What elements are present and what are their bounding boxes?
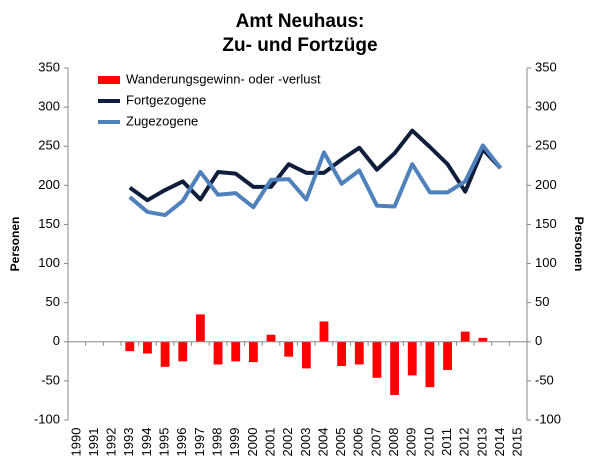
y2-tick-label: 50 — [535, 294, 549, 309]
bar — [425, 341, 435, 388]
y-tick-label: 200 — [38, 177, 60, 192]
y2-axis-label: Personen — [572, 217, 586, 272]
x-tick-label: 1995 — [157, 428, 172, 457]
x-tick-label: 2009 — [404, 428, 419, 457]
y2-tick-label: 200 — [535, 177, 557, 192]
x-tick-label: 2004 — [315, 428, 330, 457]
bar — [372, 341, 382, 378]
x-tick-label: 2010 — [421, 428, 436, 457]
x-tick-label: 1997 — [192, 428, 207, 457]
bar — [443, 341, 452, 370]
y2-tick-label: 350 — [535, 59, 557, 74]
legend-label: Wanderungsgewinn- oder -verlust — [126, 71, 321, 86]
y-tick-label: 250 — [38, 138, 60, 153]
x-tick-label: 1992 — [104, 428, 119, 457]
x-tick-label: 2012 — [457, 428, 472, 457]
x-tick-label: 1999 — [227, 428, 242, 457]
y2-tick-label: 150 — [535, 216, 557, 231]
x-tick-label: 2008 — [386, 428, 401, 457]
line — [128, 128, 502, 203]
x-tick-label: 1993 — [121, 428, 136, 457]
y-tick-label: 100 — [38, 255, 60, 270]
line — [128, 143, 503, 218]
x-tick-label: 2007 — [368, 428, 383, 457]
bar — [354, 341, 364, 365]
legend-label: Zugezogene — [126, 113, 198, 128]
x-tick-label: 2006 — [351, 428, 366, 457]
y-tick-label: 150 — [38, 216, 60, 231]
bar — [160, 341, 170, 367]
x-tick-label: 2003 — [298, 428, 313, 457]
y2-tick-label: -50 — [535, 372, 554, 387]
bar — [213, 341, 223, 365]
x-tick-label: 2015 — [510, 428, 525, 457]
x-tick-label: 2013 — [474, 428, 489, 457]
x-tick-label: 1990 — [68, 428, 83, 457]
x-tick-label: 2014 — [492, 428, 507, 457]
y2-tick-label: 250 — [535, 138, 557, 153]
bar — [301, 341, 311, 369]
y2-tick-label: 100 — [535, 255, 557, 270]
y2-tick-label: -100 — [535, 411, 561, 426]
x-tick-label: 2002 — [280, 428, 295, 457]
bar — [266, 334, 276, 342]
bar — [143, 341, 152, 354]
bar — [478, 337, 488, 342]
y-tick-label: -100 — [34, 411, 60, 426]
bar — [390, 341, 400, 395]
y-tick-label: -50 — [41, 372, 60, 387]
x-tick-label: 2005 — [333, 428, 348, 457]
y-tick-label: 300 — [38, 99, 60, 114]
y2-tick-label: 0 — [535, 333, 542, 348]
bar — [195, 314, 205, 342]
bar — [337, 341, 347, 367]
x-tick-label: 1998 — [209, 428, 224, 457]
y-tick-label: 350 — [38, 59, 60, 74]
legend-label: Fortgezogene — [126, 92, 206, 107]
x-tick-label: 1991 — [86, 428, 101, 457]
bar — [178, 341, 188, 362]
y-axis-label: Personen — [8, 217, 22, 272]
y-tick-label: 0 — [53, 333, 60, 348]
bar — [231, 341, 241, 362]
y-tick-label: 50 — [46, 294, 60, 309]
chart-title: Amt Neuhaus: — [236, 11, 365, 32]
bar — [460, 331, 470, 342]
y2-tick-label: 300 — [535, 99, 557, 114]
x-tick-label: 2000 — [245, 428, 260, 457]
bar — [319, 321, 329, 342]
legend-swatch — [98, 76, 120, 84]
bar — [407, 341, 417, 376]
x-tick-label: 2011 — [439, 428, 454, 456]
x-tick-label: 1996 — [174, 428, 189, 457]
bar — [248, 341, 258, 363]
chart-title: Zu- und Fortzüge — [222, 35, 377, 56]
x-tick-label: 2001 — [262, 428, 277, 457]
bar — [125, 341, 135, 352]
bar — [284, 341, 294, 357]
x-tick-label: 1994 — [139, 428, 154, 457]
